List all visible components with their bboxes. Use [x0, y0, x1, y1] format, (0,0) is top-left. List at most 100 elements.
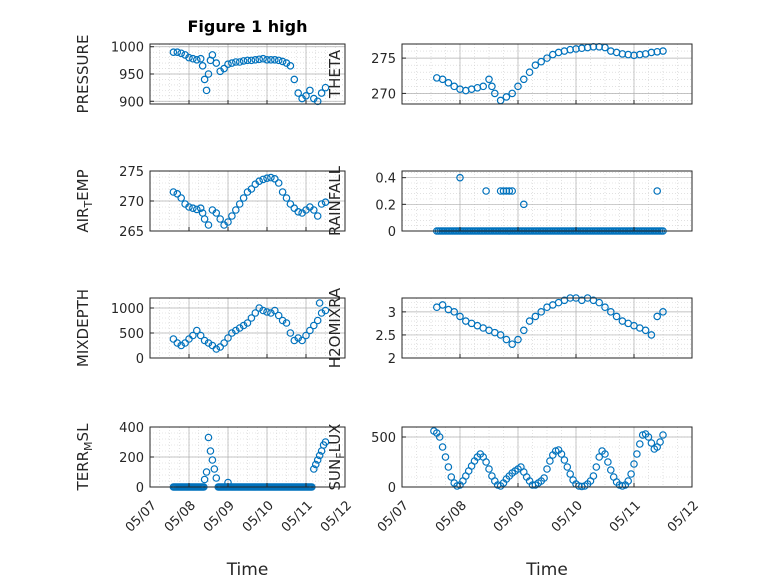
data-point — [239, 57, 248, 65]
y-tick-label: 1000 — [111, 41, 144, 56]
data-point — [606, 308, 615, 316]
data-point — [206, 447, 215, 455]
data-point — [181, 339, 189, 347]
data-point — [656, 438, 664, 446]
data-point — [193, 205, 201, 214]
data-point — [243, 56, 252, 65]
data-point — [444, 463, 453, 471]
axes-box — [401, 426, 693, 488]
data-point — [224, 218, 232, 226]
data-point — [185, 203, 193, 211]
y-tick-label: 900 — [119, 95, 144, 110]
y-tick-label: 0.4 — [375, 172, 396, 187]
data-point — [189, 331, 197, 340]
data-point — [592, 463, 601, 471]
data-point — [502, 93, 511, 101]
y-tick-label: 265 — [119, 225, 144, 240]
data-point — [543, 54, 551, 62]
y-axis-label: PRESSURE — [74, 35, 92, 114]
data-point — [306, 86, 314, 95]
data-point — [525, 68, 534, 77]
data-point — [255, 177, 264, 186]
data-point — [200, 215, 209, 223]
data-point — [502, 335, 511, 344]
data-point — [193, 326, 201, 335]
data-point — [659, 431, 667, 439]
data-point — [210, 465, 219, 473]
data-point — [313, 456, 322, 464]
data-point — [282, 319, 291, 327]
y-tick-label: 200 — [119, 451, 144, 466]
data-point — [525, 317, 534, 325]
data-point — [505, 187, 514, 195]
data-point — [239, 194, 248, 202]
y-axis-label: SUNFLUX — [326, 424, 347, 491]
data-point — [198, 62, 207, 70]
data-point — [315, 299, 324, 307]
data-point — [235, 200, 244, 208]
data-point — [208, 51, 217, 59]
data-point — [627, 470, 635, 478]
data-point — [274, 179, 283, 187]
data-point — [490, 89, 499, 98]
x-tick-label: 05/09 — [491, 498, 528, 535]
data-point — [278, 316, 287, 325]
panel-air_temp: 265 270 275 AIRTEMP — [74, 165, 346, 240]
data-point — [456, 312, 464, 321]
data-point — [251, 56, 260, 64]
data-point — [519, 200, 528, 209]
figure-title: Figure 1 high — [188, 17, 308, 36]
data-point — [644, 433, 653, 441]
data-point — [177, 194, 186, 202]
data-point — [557, 450, 566, 458]
data-point — [612, 312, 621, 321]
data-point — [317, 200, 326, 208]
data-point — [263, 308, 271, 316]
x-tick-label: 05/11 — [279, 498, 316, 535]
data-point — [196, 54, 205, 63]
data-point — [247, 56, 256, 65]
data-point — [317, 89, 326, 97]
data-point — [286, 200, 295, 208]
data-point — [294, 89, 303, 97]
data-point — [302, 92, 310, 100]
data-point — [204, 221, 213, 229]
data-point — [290, 336, 299, 345]
x-tick-label: 05/10 — [240, 498, 277, 535]
y-tick-label: 0 — [136, 481, 144, 496]
data-point — [173, 48, 182, 56]
data-point — [647, 439, 656, 447]
data-point — [202, 468, 211, 476]
y-tick-label: 400 — [119, 421, 144, 436]
data-point — [653, 312, 662, 321]
data-point — [606, 466, 615, 474]
data-point — [630, 460, 638, 468]
data-point — [601, 450, 609, 458]
data-point — [508, 89, 517, 98]
data-point — [270, 306, 279, 315]
data-point — [278, 188, 287, 196]
y-tick-label: 270 — [371, 87, 396, 102]
data-point — [274, 311, 283, 320]
y-tick-label: 275 — [119, 165, 144, 180]
data-point — [441, 453, 450, 461]
data-point — [309, 465, 318, 473]
data-point — [173, 190, 182, 198]
data-point — [438, 443, 447, 451]
data-point — [317, 309, 326, 317]
data-point — [531, 61, 540, 69]
data-point — [267, 309, 275, 317]
data-point — [641, 326, 650, 335]
y-tick-label: 0 — [388, 225, 396, 240]
y-tick-label: 3 — [388, 306, 396, 321]
data-point — [247, 314, 256, 322]
data-point — [239, 321, 248, 330]
data-point — [447, 473, 456, 481]
data-point — [485, 75, 493, 84]
y-axis-label: AIRTEMP — [74, 169, 95, 232]
data-point — [595, 298, 604, 307]
data-point — [508, 187, 517, 195]
data-point — [438, 301, 447, 309]
data-point — [540, 474, 548, 482]
